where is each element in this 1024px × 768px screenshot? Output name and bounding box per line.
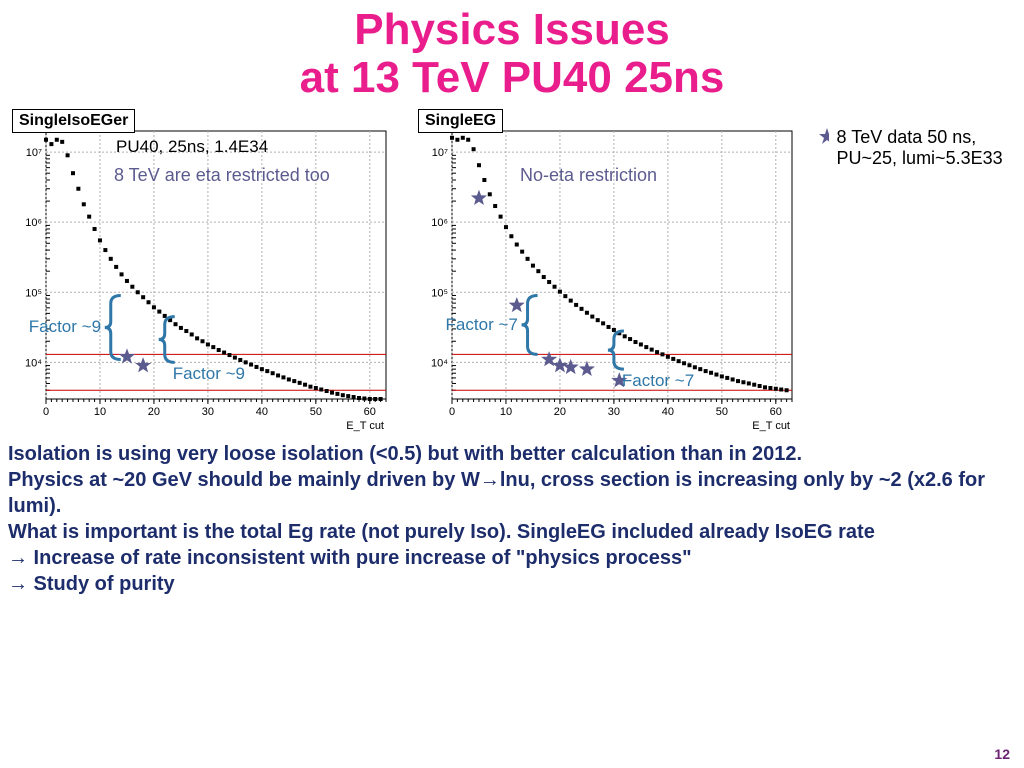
- chart-annotation: 8 TeV are eta restricted too: [114, 165, 330, 186]
- svg-text:50: 50: [716, 406, 728, 418]
- legend: 8 TeV data 50 ns, PU~25, lumi~5.3E33: [818, 103, 1018, 169]
- chart-annotation: No-eta restriction: [520, 165, 657, 186]
- chart-left-label: SingleIsoEGer: [12, 109, 135, 133]
- chart-right-label: SingleEG: [418, 109, 503, 133]
- svg-text:E_T cut: E_T cut: [752, 420, 790, 432]
- slide-title: Physics Issues at 13 TeV PU40 25ns: [0, 0, 1024, 103]
- svg-text:20: 20: [554, 406, 566, 418]
- body-text: Isolation is using very loose isolation …: [0, 433, 1024, 597]
- svg-text:10⁶: 10⁶: [25, 217, 42, 229]
- svg-text:10⁷: 10⁷: [432, 147, 448, 159]
- charts-row: SingleIsoEGer 0 10 20 30 40 50 60 E_T cut 10⁴ 10⁵…: [0, 103, 1024, 433]
- svg-text:0: 0: [449, 406, 455, 418]
- chart-right: SingleEG 0 10 20 30 40 50 60 E_T cut 10⁴ 10⁵ 10⁶ 10…: [412, 103, 802, 433]
- svg-text:E_T cut: E_T cut: [346, 420, 384, 432]
- chart-annotation: Factor ~7: [622, 371, 694, 391]
- chart-annotation: PU40, 25ns, 1.4E34: [116, 137, 268, 157]
- svg-text:30: 30: [608, 406, 620, 418]
- svg-text:20: 20: [148, 406, 160, 418]
- chart-annotation: Factor ~7: [446, 315, 518, 335]
- svg-text:10⁵: 10⁵: [431, 287, 448, 299]
- svg-text:0: 0: [43, 406, 49, 418]
- svg-text:30: 30: [202, 406, 214, 418]
- title-line-2: at 13 TeV PU40 25ns: [0, 54, 1024, 102]
- legend-text: 8 TeV data 50 ns, PU~25, lumi~5.3E33: [837, 127, 1018, 169]
- svg-text:40: 40: [662, 406, 674, 418]
- svg-text:10: 10: [500, 406, 512, 418]
- svg-text:60: 60: [770, 406, 782, 418]
- star-icon: [818, 127, 829, 145]
- svg-text:10⁴: 10⁴: [431, 357, 448, 369]
- svg-text:50: 50: [310, 406, 322, 418]
- svg-text:10⁶: 10⁶: [431, 217, 448, 229]
- plot-svg: 0 10 20 30 40 50 60 E_T cut 10⁴ 10⁵ 10⁶ 10⁷: [412, 103, 802, 433]
- svg-text:60: 60: [364, 406, 376, 418]
- title-line-1: Physics Issues: [0, 6, 1024, 54]
- svg-text:10⁵: 10⁵: [25, 287, 42, 299]
- svg-text:40: 40: [256, 406, 268, 418]
- chart-annotation: Factor ~9: [29, 317, 101, 337]
- chart-left: SingleIsoEGer 0 10 20 30 40 50 60 E_T cut 10⁴ 10⁵…: [6, 103, 396, 433]
- svg-text:10⁷: 10⁷: [26, 147, 42, 159]
- svg-text:10⁴: 10⁴: [25, 357, 42, 369]
- svg-text:10: 10: [94, 406, 106, 418]
- chart-annotation: Factor ~9: [173, 364, 245, 384]
- page-number: 12: [994, 746, 1010, 762]
